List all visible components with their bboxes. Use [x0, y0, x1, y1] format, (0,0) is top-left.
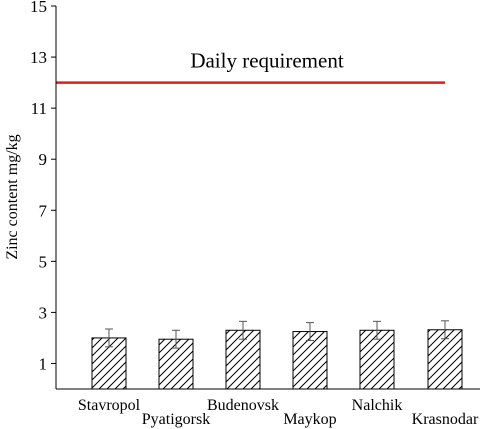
category-label: Maykop [283, 411, 336, 428]
y-axis-label: Zinc content mg/kg [4, 134, 21, 259]
y-tick-label: 11 [31, 99, 47, 118]
category-label: Krasnodar [412, 411, 479, 428]
y-tick-label: 5 [39, 252, 48, 271]
category-label: Budenovsk [207, 397, 279, 414]
category-label: Stavropol [78, 397, 141, 414]
y-tick-label: 7 [39, 201, 48, 220]
y-tick-label: 1 [39, 354, 48, 373]
category-label: Nalchik [352, 397, 403, 414]
plot-area: 13579111315StavropolPyatigorskBudenovskM… [30, 0, 479, 428]
y-tick-label: 3 [39, 303, 48, 322]
daily-requirement-label: Daily requirement [190, 49, 344, 73]
y-tick-label: 15 [30, 0, 47, 16]
y-tick-label: 9 [39, 150, 48, 169]
bar-nalchik [359, 329, 395, 390]
category-label: Pyatigorsk [142, 411, 210, 428]
bar-krasnodar [427, 329, 463, 390]
y-tick-label: 13 [30, 48, 47, 67]
